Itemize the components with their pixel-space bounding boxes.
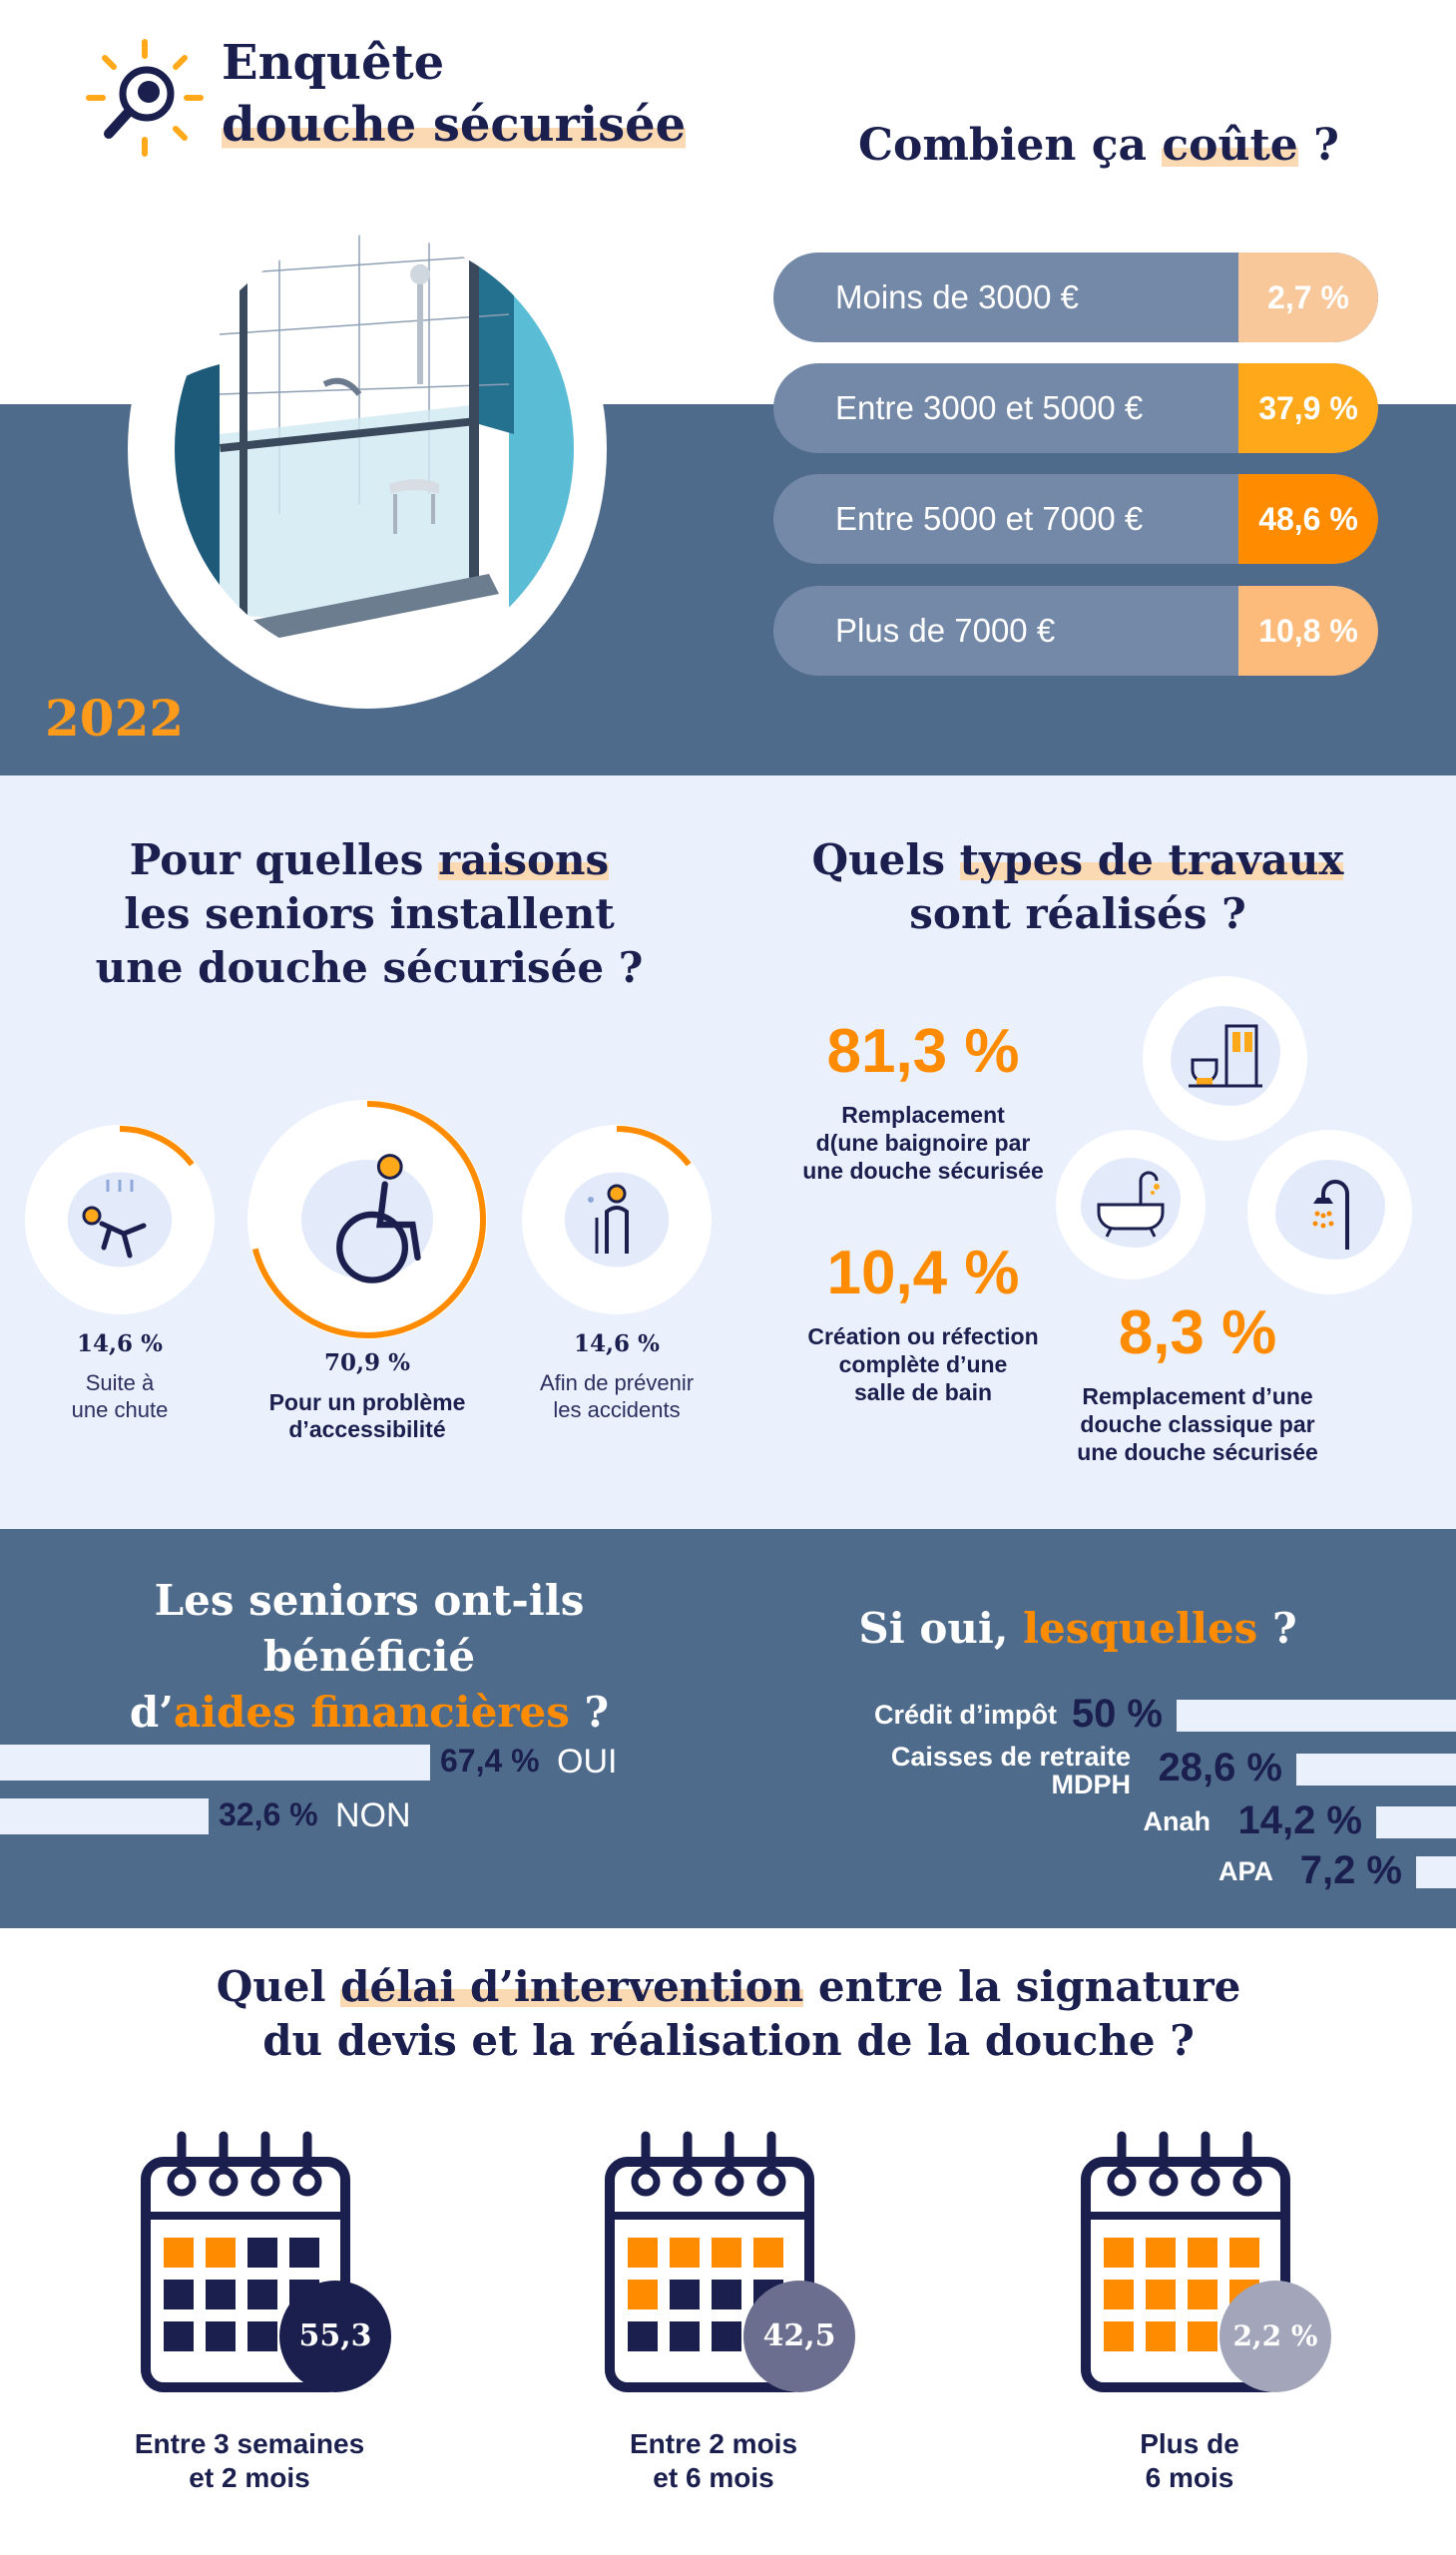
work-item-3: 8,3 % Remplacement d’une douche classiqu… — [1048, 1297, 1347, 1466]
reason-ring — [25, 1125, 215, 1314]
delay-label-line: 6 mois — [1145, 2462, 1234, 2493]
delay-label-line: Entre 3 semaines — [134, 2428, 365, 2459]
aid-pct: 32,6 % — [219, 1796, 318, 1832]
aids-title: Les seniors ont-ils bénéficié d’aides fi… — [129, 1576, 610, 1737]
reason-label-line: les accidents — [553, 1397, 681, 1422]
which-pct: 28,6 % — [1158, 1746, 1282, 1789]
aid-bar — [0, 1798, 209, 1834]
delay-title: Quel délai d’intervention entre la signa… — [216, 1962, 1241, 2065]
delay-label: Entre 2 mois et 6 mois — [544, 2427, 883, 2495]
work-label: Création ou réfection complète d’une sal… — [807, 1323, 1039, 1405]
wheelchair-icon — [336, 1154, 421, 1283]
delay-label: Entre 3 semaines et 2 mois — [80, 2427, 419, 2495]
which-label: Anah — [1144, 1807, 1212, 1835]
delay-label-line: et 6 mois — [653, 2462, 774, 2493]
bathroom-icon — [1189, 1024, 1262, 1088]
arc-mark — [248, 1101, 486, 1338]
work-pct: 81,3 % — [826, 1017, 1020, 1086]
shower-illustration — [175, 235, 574, 664]
title-line-1: Enquête — [222, 35, 445, 91]
aid-bar — [0, 1745, 430, 1781]
reasons-works-band — [0, 775, 1456, 1529]
title-line-2: douche sécurisée — [222, 97, 687, 153]
aid-answer: NON — [335, 1796, 411, 1834]
delay-label-line: Entre 2 mois — [629, 2428, 798, 2459]
delay-pct-badge: 42,5 % — [743, 2281, 855, 2465]
magnifier-icon — [86, 39, 204, 157]
aid-pct: 67,4 % — [440, 1743, 540, 1779]
which-label-line: APA — [1217, 1856, 1273, 1886]
bathtub-icon-circle — [1056, 1130, 1206, 1279]
arc-mark — [523, 1126, 711, 1313]
work-item-2: 10,4 % Création ou réfection complète d’… — [778, 1238, 1068, 1406]
which-label: APA — [1218, 1857, 1273, 1885]
bathroom-icon-circle — [1143, 976, 1307, 1141]
which-pct: 50 % — [1071, 1692, 1163, 1736]
year-label: 2022 — [45, 689, 185, 748]
reason-label: Pour un problème d’accessibilité — [228, 1389, 507, 1443]
delay-label-line: et 2 mois — [189, 2462, 310, 2493]
reason-label-line: Afin de prévenir — [539, 1370, 695, 1395]
work-pct: 10,4 % — [826, 1239, 1020, 1307]
which-bar — [1376, 1806, 1456, 1838]
cost-label: Moins de 3000 € — [835, 278, 1080, 315]
cost-value: 37,9 % — [1238, 363, 1378, 453]
reason-ring — [522, 1125, 712, 1314]
reason-label-line: d’accessibilité — [288, 1416, 446, 1442]
arc-mark — [26, 1126, 214, 1313]
work-pct: 8,3 % — [1118, 1298, 1277, 1367]
cost-row: Entre 5000 et 7000 € 48,6 % — [773, 474, 1378, 564]
delay-label-line: Plus de — [1140, 2428, 1239, 2459]
which-label: Crédit d’impôt — [874, 1701, 1057, 1729]
reason-pct: 14,6 % — [77, 1330, 163, 1357]
which-label-line: MDPH — [1051, 1770, 1132, 1799]
delay-pct-badge: 2,2 % — [1219, 2281, 1331, 2392]
which-label: Caisses de retraite MDPH — [891, 1743, 1131, 1798]
delay-pct-badge: 55,3 % — [279, 2281, 391, 2465]
bathtub-icon — [1097, 1171, 1165, 1238]
reasons-title: Pour quelles raisons les seniors install… — [95, 835, 644, 992]
cost-row: Moins de 3000 € 2,7 % — [773, 253, 1378, 342]
reason-label-line: une chute — [71, 1397, 169, 1422]
cost-value: 2,7 % — [1238, 253, 1378, 342]
which-title: Si oui, lesquelles ? — [858, 1604, 1297, 1653]
cost-label: Plus de 7000 € — [835, 612, 1056, 649]
reason-pct: 14,6 % — [574, 1330, 660, 1357]
which-label-line: Caisses de retraite — [890, 1742, 1131, 1772]
work-label: Remplacement d(une baignoire par une dou… — [802, 1102, 1044, 1184]
reason-progress-arc — [248, 1101, 486, 1338]
cost-title: Combien ça coûte ? — [858, 120, 1339, 171]
reason-progress-arc — [26, 1126, 214, 1313]
reason-label-line: Suite à — [85, 1370, 155, 1395]
work-item-1: 81,3 % Remplacement d(une baignoire par … — [778, 1016, 1068, 1185]
reason-progress-arc — [523, 1126, 711, 1313]
which-bar — [1416, 1856, 1456, 1888]
works-title: Quels types de travaux sont réalisés ? — [811, 835, 1344, 938]
reason-label-line: Pour un problème — [268, 1389, 466, 1415]
reason-pct: 70,9 % — [324, 1349, 410, 1376]
work-label: Remplacement d’une douche classique par … — [1077, 1383, 1318, 1465]
cost-value: 10,8 % — [1238, 586, 1378, 676]
fall-icon — [82, 1180, 147, 1259]
cost-row: Entre 3000 et 5000 € 37,9 % — [773, 363, 1378, 453]
site-title: Enquête douche sécurisée — [222, 32, 687, 156]
which-bar — [1296, 1754, 1456, 1786]
delay-label: Plus de 6 mois — [1020, 2427, 1359, 2495]
reason-label: Suite à une chute — [0, 1369, 259, 1423]
which-pct: 7,2 % — [1299, 1848, 1402, 1892]
cost-label: Entre 3000 et 5000 € — [835, 389, 1144, 426]
cost-label: Entre 5000 et 7000 € — [835, 500, 1144, 537]
reason-ring — [247, 1100, 487, 1339]
aid-answer: OUI — [557, 1743, 618, 1781]
cost-row: Plus de 7000 € 10,8 % — [773, 586, 1378, 676]
which-label-line: Anah — [1143, 1806, 1212, 1836]
walking-cane-icon — [588, 1184, 629, 1254]
shower-head-icon-circle — [1247, 1130, 1412, 1294]
which-label-line: Crédit d’impôt — [874, 1700, 1057, 1730]
which-pct: 14,2 % — [1237, 1798, 1362, 1842]
shower-head-icon — [1312, 1180, 1349, 1250]
cost-value: 48,6 % — [1238, 474, 1378, 564]
which-bar — [1177, 1700, 1456, 1732]
reason-label: Afin de prévenir les accidents — [477, 1369, 756, 1423]
